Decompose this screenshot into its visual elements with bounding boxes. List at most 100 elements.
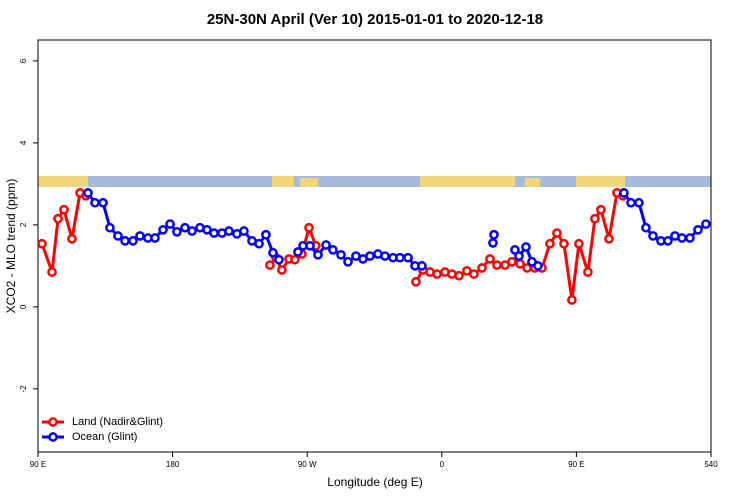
- point: [693, 224, 703, 235]
- point: [685, 233, 695, 243]
- point: [209, 228, 219, 238]
- point: [265, 260, 275, 270]
- point: [411, 277, 421, 287]
- chart-title: 25N-30N April (Ver 10) 2015-01-01 to 202…: [207, 11, 543, 28]
- point: [677, 233, 687, 243]
- point: [485, 254, 495, 264]
- point: [477, 263, 487, 273]
- point: [626, 197, 636, 208]
- point: [521, 242, 531, 252]
- land-strip: [300, 178, 318, 187]
- point: [380, 251, 390, 261]
- point: [268, 247, 278, 258]
- point: [403, 252, 413, 263]
- y-axis-label: XCO2 - MLO trend (ppm): [4, 179, 18, 314]
- x-tick-label: 0: [440, 460, 445, 469]
- point: [290, 254, 300, 265]
- point: [567, 295, 577, 305]
- point: [469, 269, 479, 279]
- legend-label: Land (Nadir&Glint): [72, 416, 163, 428]
- point: [293, 247, 303, 257]
- legend-marker: [48, 417, 58, 427]
- x-tick-label: 90 E: [568, 460, 584, 469]
- point: [187, 226, 197, 236]
- land-ocean-map: [38, 176, 711, 187]
- point: [135, 231, 145, 241]
- point: [343, 256, 353, 267]
- point: [224, 226, 234, 236]
- point: [492, 260, 502, 270]
- point: [172, 227, 182, 237]
- land-strip: [38, 176, 88, 187]
- point: [641, 222, 651, 233]
- point: [545, 238, 555, 249]
- point: [507, 256, 517, 267]
- point: [98, 197, 108, 208]
- point: [150, 233, 160, 243]
- x-tick-label: 90 W: [298, 460, 317, 469]
- point: [120, 236, 130, 246]
- point: [274, 254, 284, 265]
- point: [432, 269, 442, 279]
- point: [583, 267, 593, 277]
- y-tick-label: 0: [19, 304, 28, 309]
- point: [67, 233, 77, 244]
- point: [305, 240, 315, 251]
- point: [328, 245, 338, 255]
- point: [590, 213, 600, 224]
- point: [261, 229, 271, 240]
- land-strip: [576, 176, 625, 187]
- legend-label: Ocean (Glint): [72, 431, 137, 443]
- point: [365, 251, 375, 261]
- x-tick-label: 90 E: [30, 460, 46, 469]
- point: [514, 251, 524, 261]
- point: [604, 233, 614, 244]
- point: [53, 213, 63, 224]
- point: [83, 188, 93, 198]
- point: [701, 219, 711, 229]
- point: [552, 228, 562, 238]
- ocean-strip: [38, 176, 711, 187]
- y-tick-label: 6: [19, 58, 28, 63]
- x-tick-label: 540: [704, 460, 718, 469]
- point: [304, 222, 314, 233]
- point: [454, 270, 464, 281]
- point: [277, 265, 287, 275]
- x-tick-label: 180: [166, 460, 180, 469]
- x-axis-label: Longitude (deg E): [327, 475, 422, 489]
- point: [59, 204, 69, 215]
- point: [336, 249, 346, 260]
- point: [559, 238, 569, 249]
- y-tick-label: -2: [19, 385, 28, 393]
- point: [488, 238, 498, 248]
- point: [574, 238, 584, 249]
- point: [128, 236, 138, 246]
- point: [596, 204, 606, 215]
- y-tick-label: 2: [19, 222, 28, 227]
- plot-frame: [37, 39, 712, 453]
- point: [634, 197, 644, 208]
- point: [619, 188, 629, 198]
- point: [533, 261, 543, 271]
- point: [158, 224, 168, 235]
- point: [239, 226, 249, 236]
- point: [254, 238, 264, 249]
- point: [165, 219, 175, 229]
- point: [663, 236, 673, 246]
- land-strip: [420, 176, 515, 187]
- legend-marker: [48, 432, 58, 442]
- land-strip: [525, 178, 540, 187]
- point: [321, 240, 331, 250]
- point: [417, 261, 427, 271]
- point: [395, 252, 405, 263]
- point: [313, 249, 323, 260]
- point: [105, 222, 115, 233]
- point: [47, 267, 57, 277]
- point: [37, 238, 47, 249]
- point: [113, 231, 123, 241]
- point: [489, 229, 499, 240]
- point: [90, 197, 100, 208]
- point: [648, 231, 658, 241]
- y-tick-label: 4: [19, 140, 28, 145]
